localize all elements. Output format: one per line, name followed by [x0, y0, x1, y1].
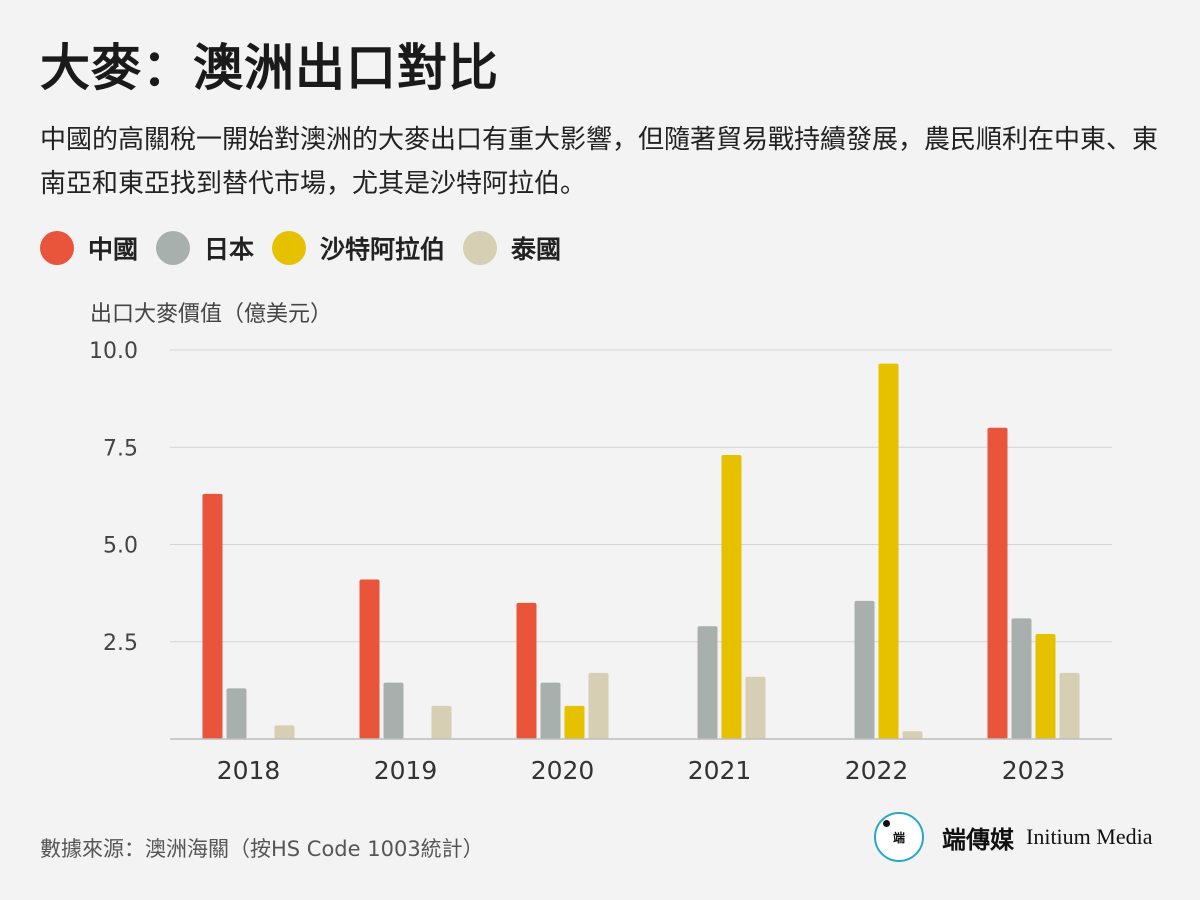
legend-item-thailand: 泰國	[463, 230, 561, 266]
legend-swatch-saudi	[272, 231, 307, 265]
legend-label-china: 中國	[88, 235, 139, 264]
x-tick-labels: 2018 2019 2020 2021 2022 2023	[217, 756, 1066, 785]
bar-2019-3	[431, 705, 452, 739]
bar-2020-0	[516, 602, 537, 739]
bar-2021-1	[697, 626, 718, 739]
gridlines	[170, 349, 1112, 643]
y-tick-label: 5.0	[103, 534, 138, 559]
y-tick-label: 7.5	[103, 436, 138, 461]
bar-2023-1	[1011, 618, 1032, 739]
legend-label-japan: 日本	[204, 235, 255, 264]
bar-2021-3	[745, 676, 766, 739]
data-source: 數據來源：澳洲海關（按HS Code 1003統計）	[40, 837, 484, 861]
bar-2022-2	[878, 363, 899, 739]
bar-2020-2	[564, 705, 585, 739]
bar-2022-1	[854, 600, 875, 739]
x-tick-label: 2020	[531, 756, 595, 785]
bar-2018-0	[202, 493, 223, 739]
legend: 中國 日本 沙特阿拉伯 泰國	[40, 230, 579, 266]
x-tick-label: 2019	[374, 756, 438, 785]
legend-label-thailand: 泰國	[511, 235, 562, 264]
brand-name-en: Initium Media	[1026, 824, 1153, 849]
bar-2020-1	[540, 682, 561, 739]
initium-logo-icon: 端	[874, 812, 924, 862]
bar-2023-3	[1059, 672, 1080, 739]
chart-title: 大麥：澳洲出口對比	[40, 39, 499, 97]
logo-dot	[883, 820, 890, 827]
chart-subtitle: 中國的高關稅一開始對澳洲的大麥出口有重大影響，但隨著貿易戰持續發展，農民順利在中…	[40, 125, 1159, 199]
y-axis-label: 出口大麥價值（億美元）	[90, 302, 333, 327]
logo-text: 端	[892, 830, 905, 845]
legend-swatch-japan	[156, 231, 191, 265]
legend-swatch-thailand	[463, 231, 498, 265]
bar-2023-2	[1035, 633, 1056, 739]
x-tick-label: 2022	[845, 756, 909, 785]
brand: 端 端傳媒 Initium Media	[874, 812, 1152, 862]
y-tick-labels: 2.5 5.0 7.5 10.0	[89, 339, 138, 656]
bar-2022-3	[902, 731, 923, 739]
y-tick-label: 10.0	[89, 339, 138, 364]
bar-2023-0	[987, 427, 1008, 739]
legend-label-saudi: 沙特阿拉伯	[320, 235, 446, 264]
bar-2019-1	[383, 682, 404, 739]
bar-2020-3	[588, 672, 609, 739]
bars	[202, 363, 1080, 739]
x-tick-label: 2023	[1002, 756, 1066, 785]
x-tick-label: 2021	[688, 756, 752, 785]
bar-2018-1	[226, 688, 247, 739]
brand-name-cn: 端傳媒	[942, 824, 1014, 854]
y-tick-label: 2.5	[103, 631, 138, 656]
x-tick-label: 2018	[217, 756, 281, 785]
bar-2019-0	[359, 579, 380, 739]
legend-item-japan: 日本	[156, 230, 254, 266]
legend-swatch-china	[40, 231, 74, 265]
bar-2021-2	[721, 455, 742, 739]
bar-2018-3	[274, 725, 295, 739]
legend-item-saudi: 沙特阿拉伯	[272, 230, 445, 266]
legend-item-china: 中國	[40, 230, 138, 266]
